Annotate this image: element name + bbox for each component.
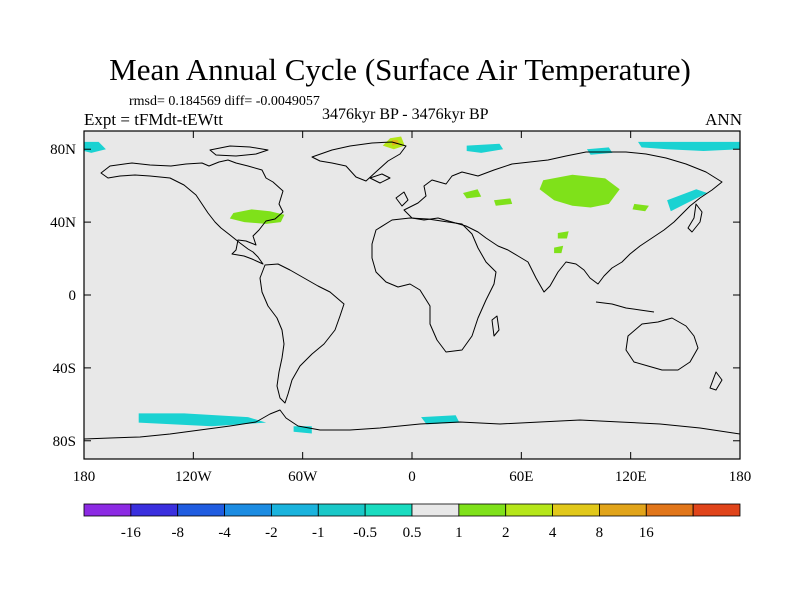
colorbar-label: 8: [596, 525, 604, 541]
experiment-label: Expt = tFMdt-tEWtt: [84, 110, 223, 129]
colorbar-swatch: [224, 503, 272, 517]
anomaly-region-caspian-warm: [463, 189, 482, 199]
colorbar-swatch: [177, 503, 225, 517]
colorbar-swatch: [505, 503, 553, 517]
y-tick-label: 0: [69, 288, 77, 304]
x-tick-label: 120W: [175, 469, 213, 485]
colorbar-swatch: [271, 503, 319, 517]
y-tick-label: 40S: [53, 361, 76, 377]
colorbar-label: -1: [312, 525, 325, 541]
colorbar-swatch: [645, 503, 694, 517]
rmsd-stats: rmsd= 0.184569 diff= -0.0049057: [129, 94, 320, 109]
colorbar-swatch: [411, 503, 460, 517]
y-tick-label: 40N: [50, 215, 76, 231]
colorbar-label: 16: [639, 525, 655, 541]
coast-south-america: [259, 263, 345, 404]
coast-iceland: [369, 173, 391, 184]
coast-british-isles: [395, 191, 409, 207]
x-tick-label: 120E: [615, 469, 647, 485]
colorbar-swatch: [458, 503, 507, 517]
period-label: 3476kyr BP - 3476kyr BP: [322, 106, 489, 123]
coast-north-america: [100, 159, 284, 265]
anomaly-region-kara-sea-cool: [466, 143, 504, 153]
colorbar-label: -0.5: [353, 525, 377, 541]
x-tick-label: 60W: [288, 469, 318, 485]
coast-eurasia: [403, 151, 723, 293]
anomaly-region-barents-cool: [586, 147, 613, 155]
anomaly-region-arctic-atlantic-cool: [638, 141, 740, 151]
coast-japan: [687, 203, 703, 233]
anomaly-region-arctic-pacific-cool: [84, 141, 106, 153]
coast-canadian-arctic: [209, 145, 269, 157]
coast-indonesia: [595, 301, 655, 313]
colorbar-swatch: [364, 503, 413, 517]
colorbar-label: 1: [455, 525, 463, 541]
colorbar: -16 -8 -4 -2 -1 -0.5 0.5 1 2 4 8 16: [83, 503, 741, 541]
colorbar-label: -4: [218, 525, 231, 541]
y-tick-label: 80S: [53, 434, 76, 450]
coast-greenland: [311, 141, 407, 182]
y-tick-label: 80N: [50, 142, 76, 158]
season-label: ANN: [705, 110, 742, 129]
map-background: [84, 131, 740, 459]
colorbar-label: 0.5: [403, 525, 422, 541]
colorbar-swatch: [552, 503, 600, 517]
colorbar-label: 4: [549, 525, 557, 541]
x-tick-label: 180: [73, 469, 96, 485]
coast-australia: [625, 317, 699, 371]
anomaly-region-pacific-nw-cool: [667, 189, 708, 212]
x-tick-label: 60E: [509, 469, 533, 485]
anomaly-region-east-asia-warm: [632, 203, 649, 212]
x-tick-label: 180: [729, 469, 752, 485]
coast-antarctica: [84, 409, 740, 440]
colorbar-swatch: [83, 503, 132, 517]
anomaly-region-antarctic-west-cool: [138, 413, 267, 427]
anomaly-region-siberia-warm: [539, 174, 620, 208]
coast-new-zealand: [709, 371, 723, 391]
colorbar-label: -2: [265, 525, 278, 541]
colorbar-label: 2: [502, 525, 510, 541]
colorbar-label: -16: [121, 525, 141, 541]
coastlines: [84, 141, 740, 440]
coast-madagascar: [491, 315, 500, 337]
x-tick-label: 0: [408, 469, 416, 485]
anomaly-region-ukraine-warm: [494, 198, 513, 206]
colorbar-label: -8: [171, 525, 184, 541]
colorbar-swatch: [317, 503, 366, 517]
map-title: Mean Annual Cycle (Surface Air Temperatu…: [109, 52, 691, 87]
anomaly-region-india-warm: [554, 245, 564, 254]
axis-ticks: 180 120W 60W 0 60E 120E 180 80N 40N 0 40S 80S: [50, 131, 751, 485]
colorbar-swatch: [692, 503, 741, 517]
colorbar-swatch: [130, 503, 179, 517]
anomaly-region-central-asia-warm: [557, 231, 569, 239]
colorbar-swatch: [599, 503, 647, 517]
